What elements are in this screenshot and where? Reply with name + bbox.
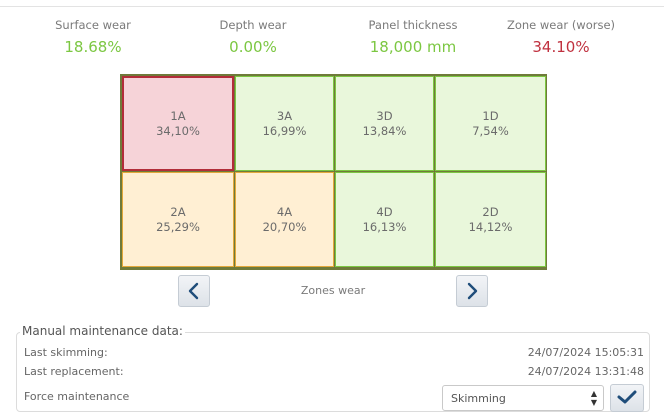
zone-id: 2A: [170, 204, 186, 219]
force-maintenance-select[interactable]: Skimming ▲ ▼: [442, 385, 604, 411]
zone-id: 1A: [170, 108, 186, 123]
zone-cell[interactable]: 1A 34,10%: [122, 76, 234, 171]
zone-cell[interactable]: 4A 20,70%: [235, 172, 334, 267]
zone-id: 4A: [276, 204, 293, 219]
zones-wear-label: Zones wear: [300, 284, 366, 297]
metric-value: 34.10%: [532, 38, 590, 56]
zone-value: 7,54%: [472, 123, 509, 138]
zone-cell[interactable]: 1D 7,54%: [435, 76, 546, 171]
zones-grid: 1A 34,10% 3A 16,99% 3D 13,84% 1D 7,54% 2…: [120, 74, 547, 270]
zone-id: 3D: [376, 108, 393, 123]
metric-value: 18,000 mm: [369, 38, 457, 56]
metric-zone-wear-worse: Zone wear (worse) 34.10%: [486, 16, 636, 60]
metric-value: 18.68%: [64, 38, 122, 56]
zone-value: 34,10%: [156, 123, 200, 138]
force-maintenance-select-value: Skimming: [451, 392, 506, 405]
metric-value: 0.00%: [229, 38, 277, 56]
zone-cell[interactable]: 4D 16,13%: [335, 172, 434, 267]
zone-value: 14,12%: [468, 219, 513, 234]
zone-id: 3A: [276, 108, 293, 123]
zone-value: 16,99%: [262, 123, 307, 138]
zone-id: 4D: [376, 204, 393, 219]
zone-cell[interactable]: 3A 16,99%: [235, 76, 334, 171]
last-replacement-label: Last replacement:: [24, 365, 124, 378]
prev-zones-button[interactable]: [178, 275, 210, 307]
confirm-maintenance-button[interactable]: [610, 384, 644, 412]
last-skimming-value: 24/07/2024 15:05:31: [527, 346, 644, 359]
force-maintenance-label: Force maintenance: [24, 390, 130, 403]
maintenance-title: Manual maintenance data:: [20, 324, 185, 338]
metric-label: Zone wear (worse): [506, 18, 616, 32]
sort-arrows-icon: ▲ ▼: [590, 389, 597, 407]
metric-depth-wear: Depth wear 0.00%: [178, 16, 328, 60]
zone-cell[interactable]: 3D 13,84%: [335, 76, 434, 171]
zone-cell[interactable]: 2A 25,29%: [122, 172, 234, 267]
next-zones-button[interactable]: [456, 275, 488, 307]
zone-id: 1D: [482, 108, 499, 123]
check-icon: [617, 390, 637, 404]
zone-id: 2D: [482, 204, 499, 219]
metric-label: Depth wear: [219, 18, 287, 32]
top-divider: [0, 6, 664, 7]
chevron-left-icon: [188, 282, 199, 300]
metric-surface-wear: Surface wear 18.68%: [18, 16, 168, 60]
metric-label: Panel thickness: [368, 18, 458, 32]
metric-panel-thickness: Panel thickness 18,000 mm: [338, 16, 488, 60]
last-replacement-value: 24/07/2024 13:31:48: [527, 365, 644, 378]
chevron-right-icon: [467, 282, 478, 300]
zone-value: 20,70%: [262, 219, 307, 234]
zone-value: 13,84%: [362, 123, 407, 138]
zone-value: 16,13%: [362, 219, 407, 234]
zone-cell[interactable]: 2D 14,12%: [435, 172, 546, 267]
last-skimming-label: Last skimming:: [24, 346, 108, 359]
metric-label: Surface wear: [55, 18, 131, 32]
zone-value: 25,29%: [156, 219, 200, 234]
